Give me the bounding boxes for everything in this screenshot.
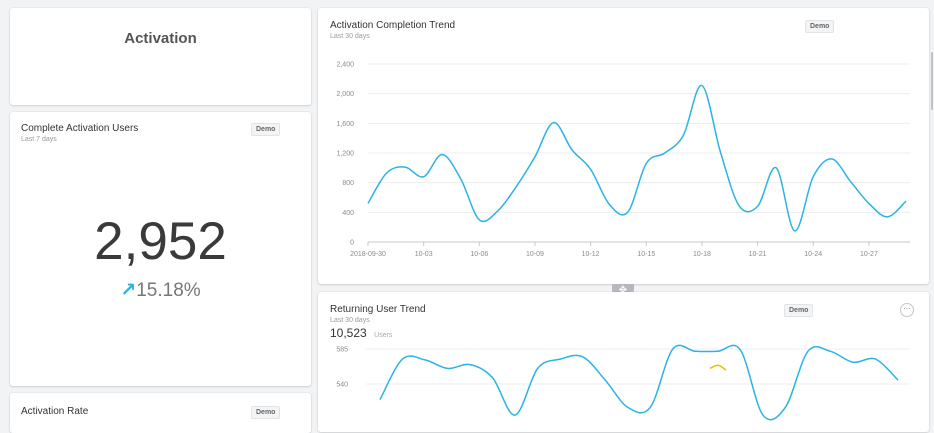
x-tick-label: 10-06 bbox=[470, 251, 488, 258]
y-tick-label: 540 bbox=[336, 382, 348, 389]
y-tick-label: 400 bbox=[342, 210, 354, 217]
x-tick-label: 10-15 bbox=[637, 251, 655, 258]
returning-trend-chart: 540 585 bbox=[336, 344, 910, 421]
ellipsis-icon[interactable]: ··· bbox=[900, 303, 914, 317]
x-tick-label: 10-18 bbox=[693, 251, 711, 258]
x-tick-label: 10-03 bbox=[415, 251, 433, 258]
card-title: Complete Activation Users bbox=[21, 123, 139, 134]
y-tick-label: 0 bbox=[350, 240, 354, 247]
x-tick-label: 10-24 bbox=[804, 251, 822, 258]
demo-badge: Demo bbox=[251, 406, 281, 419]
completion-trend-chart: 0 400 800 1,200 1,600 2,000 2,400 2018-09-30 10-… bbox=[336, 62, 910, 258]
activation-card: Activation bbox=[10, 8, 311, 105]
card-subtitle: Last 7 days bbox=[21, 136, 57, 143]
y-tick-label: 2,400 bbox=[336, 62, 354, 69]
demo-badge: Demo bbox=[784, 304, 814, 317]
y-tick-label: 2,000 bbox=[336, 91, 354, 98]
activation-heading: Activation bbox=[124, 30, 197, 47]
card-subtitle: Last 30 days bbox=[330, 317, 370, 324]
x-tick-label: 10-09 bbox=[526, 251, 544, 258]
demo-badge: Demo bbox=[805, 20, 835, 33]
returning-count: 10,523 bbox=[330, 326, 367, 340]
x-tick-label: 10-21 bbox=[749, 251, 767, 258]
card-subtitle: Last 30 days bbox=[330, 33, 370, 40]
series-line bbox=[379, 344, 899, 421]
card-title: Activation Completion Trend bbox=[330, 20, 456, 31]
y-tick-label: 1,200 bbox=[336, 151, 354, 158]
returning-unit: Users bbox=[374, 332, 393, 339]
series-line bbox=[367, 84, 907, 232]
x-tick-label: 10-12 bbox=[582, 251, 600, 258]
x-tick-label: 10-27 bbox=[860, 251, 878, 258]
kpi-value: 2,952 bbox=[94, 212, 227, 271]
returning-trend-card: Returning User Trend Last 30 days 10,523… bbox=[318, 292, 929, 432]
scrollbar-thumb[interactable] bbox=[931, 52, 933, 110]
returning-value: 10,523 Users bbox=[330, 324, 392, 342]
complete-activation-users-card: Complete Activation Users Last 7 days De… bbox=[10, 112, 311, 386]
y-tick-label: 800 bbox=[342, 180, 354, 187]
x-tick-label: 2018-09-30 bbox=[350, 251, 386, 258]
kpi-change: ↗15.18% bbox=[10, 280, 311, 302]
series-line-secondary bbox=[709, 364, 727, 371]
arrow-up-right-icon: ↗ bbox=[120, 280, 137, 301]
y-tick-label: 1,600 bbox=[336, 121, 354, 128]
card-title: Returning User Trend bbox=[330, 304, 426, 315]
completion-trend-card: Activation Completion Trend Last 30 days… bbox=[318, 8, 929, 284]
card-title: Activation Rate bbox=[21, 406, 89, 417]
activation-rate-card: Activation Rate Demo bbox=[10, 393, 311, 433]
y-tick-label: 585 bbox=[336, 347, 348, 354]
change-percent: 15.18% bbox=[136, 280, 201, 301]
demo-badge: Demo bbox=[251, 123, 281, 136]
